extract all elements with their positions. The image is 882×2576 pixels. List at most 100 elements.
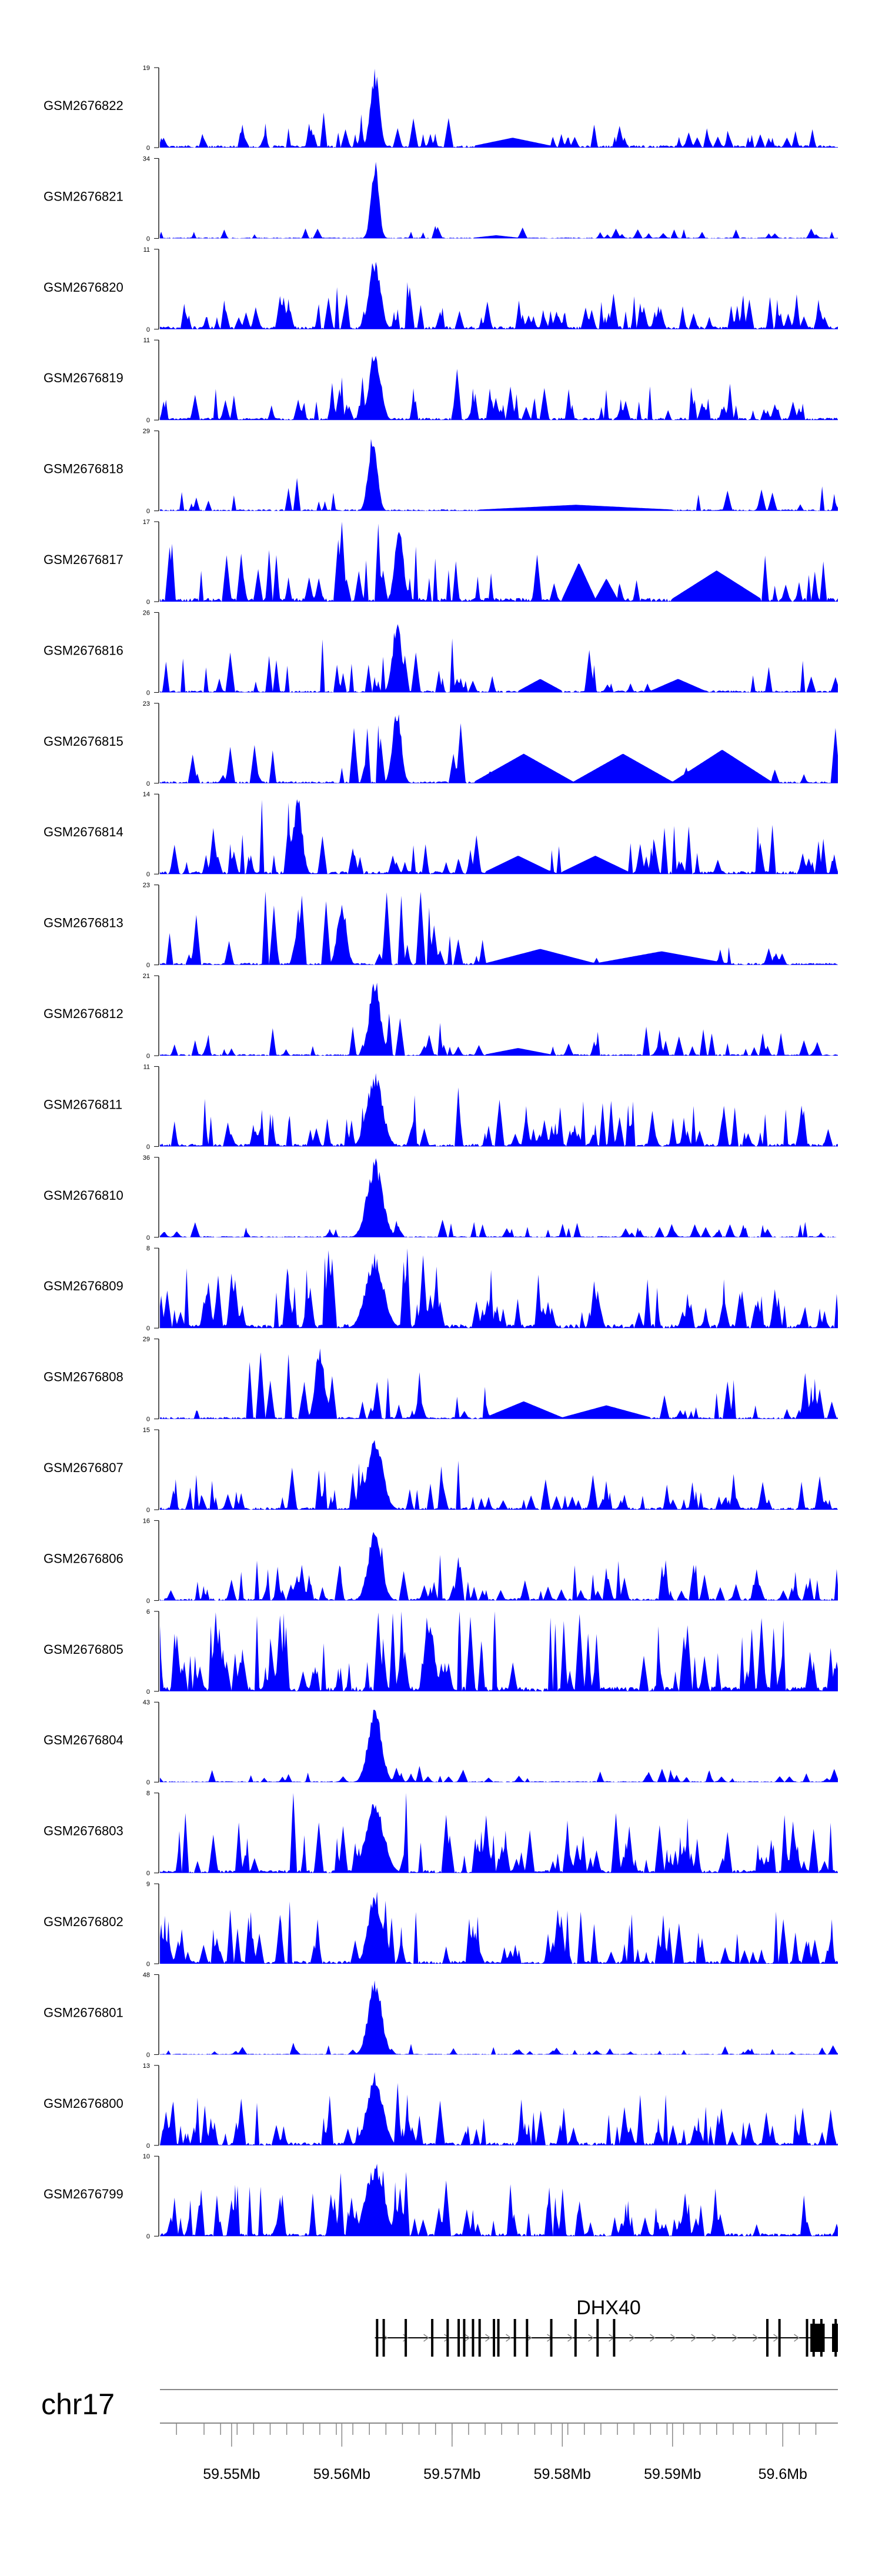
coverage-area-GSM2676821 <box>160 162 838 239</box>
coverage-area-GSM2676808 <box>160 1348 838 1419</box>
strand-arrow <box>773 2334 779 2342</box>
ruler-label: 59.6Mb <box>759 2466 807 2482</box>
gene-exons <box>376 2319 838 2357</box>
ruler-label: 59.56Mb <box>313 2466 370 2482</box>
track-label: GSM2676810 <box>44 1188 123 1203</box>
coverage-area-GSM2676799 <box>160 2164 838 2237</box>
track-y-max-label: 19 <box>143 65 150 72</box>
track-y-zero-label: 0 <box>146 780 150 788</box>
strand-arrow <box>670 2334 676 2342</box>
strand-arrow <box>465 2334 470 2342</box>
track-GSM2676814: GSM2676814 14 0 <box>44 791 838 878</box>
track-GSM2676808: GSM2676808 29 0 <box>44 1336 838 1423</box>
track-label: GSM2676809 <box>44 1279 123 1293</box>
track-y-zero-label: 0 <box>146 235 150 242</box>
track-y-max-label: 13 <box>143 2063 150 2070</box>
track-GSM2676819: GSM2676819 11 0 <box>44 337 838 424</box>
track-label: GSM2676815 <box>44 734 123 749</box>
track-label: GSM2676806 <box>44 1551 123 1566</box>
coverage-area-GSM2676819 <box>160 355 838 421</box>
gene-end-block <box>832 2324 838 2352</box>
strand-arrow <box>629 2334 635 2342</box>
coverage-area-GSM2676810 <box>160 1158 838 1237</box>
track-y-zero-label: 0 <box>146 871 150 878</box>
track-y-max-label: 15 <box>143 1427 150 1434</box>
track-label: GSM2676807 <box>44 1460 123 1475</box>
track-GSM2676818: GSM2676818 29 0 <box>44 428 838 515</box>
ruler-label: 59.58Mb <box>534 2466 591 2482</box>
track-GSM2676811: GSM2676811 11 0 <box>44 1063 838 1150</box>
track-y-max-label: 21 <box>143 973 150 980</box>
track-label: GSM2676822 <box>44 98 123 113</box>
track-y-max-label: 9 <box>146 1881 150 1888</box>
gene-utr-block <box>810 2324 825 2352</box>
strand-arrow <box>567 2334 573 2342</box>
gene-exon <box>457 2319 460 2357</box>
strand-arrow <box>423 2334 429 2342</box>
gene-exon <box>382 2319 385 2357</box>
track-y-zero-label: 0 <box>146 1325 150 1332</box>
track-y-zero-label: 0 <box>146 689 150 696</box>
coverage-area-GSM2676814 <box>160 799 838 875</box>
chromosome-label: chr17 <box>41 2388 115 2421</box>
track-y-max-label: 17 <box>143 519 150 526</box>
coverage-area-GSM2676801 <box>160 1980 838 2055</box>
track-y-max-label: 10 <box>143 2153 150 2160</box>
track-label: GSM2676817 <box>44 552 123 567</box>
track-GSM2676805: GSM2676805 6 0 <box>44 1609 838 1696</box>
track-GSM2676806: GSM2676806 16 0 <box>44 1517 838 1604</box>
track-label: GSM2676801 <box>44 2005 123 2020</box>
track-y-max-label: 29 <box>143 428 150 435</box>
track-y-max-label: 14 <box>143 791 150 798</box>
track-y-zero-label: 0 <box>146 326 150 333</box>
track-label: GSM2676804 <box>44 1733 123 1747</box>
strand-arrow <box>588 2334 594 2342</box>
track-y-max-label: 8 <box>146 1790 150 1797</box>
track-y-zero-label: 0 <box>146 1870 150 1877</box>
track-y-max-label: 29 <box>143 1336 150 1343</box>
gene-exon <box>526 2319 529 2357</box>
track-y-zero-label: 0 <box>146 1779 150 1786</box>
track-label: GSM2676820 <box>44 280 123 295</box>
track-y-zero-label: 0 <box>146 2233 150 2240</box>
track-label: GSM2676805 <box>44 1642 123 1657</box>
gene-exon <box>478 2319 481 2357</box>
strand-arrow <box>691 2334 697 2342</box>
gene-exon <box>472 2319 475 2357</box>
coverage-area-GSM2676813 <box>160 891 838 965</box>
coverage-area-GSM2676812 <box>160 982 838 1056</box>
coverage-area-GSM2676807 <box>160 1440 838 1510</box>
track-label: GSM2676803 <box>44 1824 123 1838</box>
gene-exon <box>513 2319 516 2357</box>
track-y-zero-label: 0 <box>146 2143 150 2150</box>
track-y-max-label: 6 <box>146 1609 150 1616</box>
track-y-zero-label: 0 <box>146 145 150 152</box>
coverage-area-GSM2676818 <box>160 439 838 511</box>
track-y-zero-label: 0 <box>146 1689 150 1696</box>
track-y-zero-label: 0 <box>146 1143 150 1150</box>
track-y-max-label: 16 <box>143 1517 150 1524</box>
gene-exon <box>376 2319 379 2357</box>
gene-exon <box>405 2319 407 2357</box>
gene-exon <box>613 2319 616 2357</box>
ruler-label: 59.59Mb <box>644 2466 701 2482</box>
gene-exon <box>550 2319 553 2357</box>
track-label: GSM2676818 <box>44 462 123 476</box>
track-y-zero-label: 0 <box>146 2051 150 2058</box>
track-GSM2676813: GSM2676813 23 0 <box>44 882 838 969</box>
gene-exon <box>596 2319 599 2357</box>
track-y-zero-label: 0 <box>146 1416 150 1423</box>
coverage-area-GSM2676820 <box>160 262 838 329</box>
chromosome-axis: chr17 59.55Mb 59.56Mb 59.57Mb 59.58Mb 59.59M… <box>41 2388 838 2482</box>
gene-exon <box>463 2319 466 2357</box>
track-label: GSM2676814 <box>44 825 123 839</box>
coverage-area-GSM2676817 <box>160 522 838 602</box>
track-y-max-label: 23 <box>143 700 150 708</box>
track-GSM2676821: GSM2676821 34 0 <box>44 155 838 242</box>
track-y-max-label: 48 <box>143 1971 150 1978</box>
track-GSM2676817: GSM2676817 17 0 <box>44 519 838 606</box>
track-y-zero-label: 0 <box>146 1234 150 1242</box>
track-label: GSM2676812 <box>44 1006 123 1021</box>
track-GSM2676816: GSM2676816 26 0 <box>44 609 838 696</box>
